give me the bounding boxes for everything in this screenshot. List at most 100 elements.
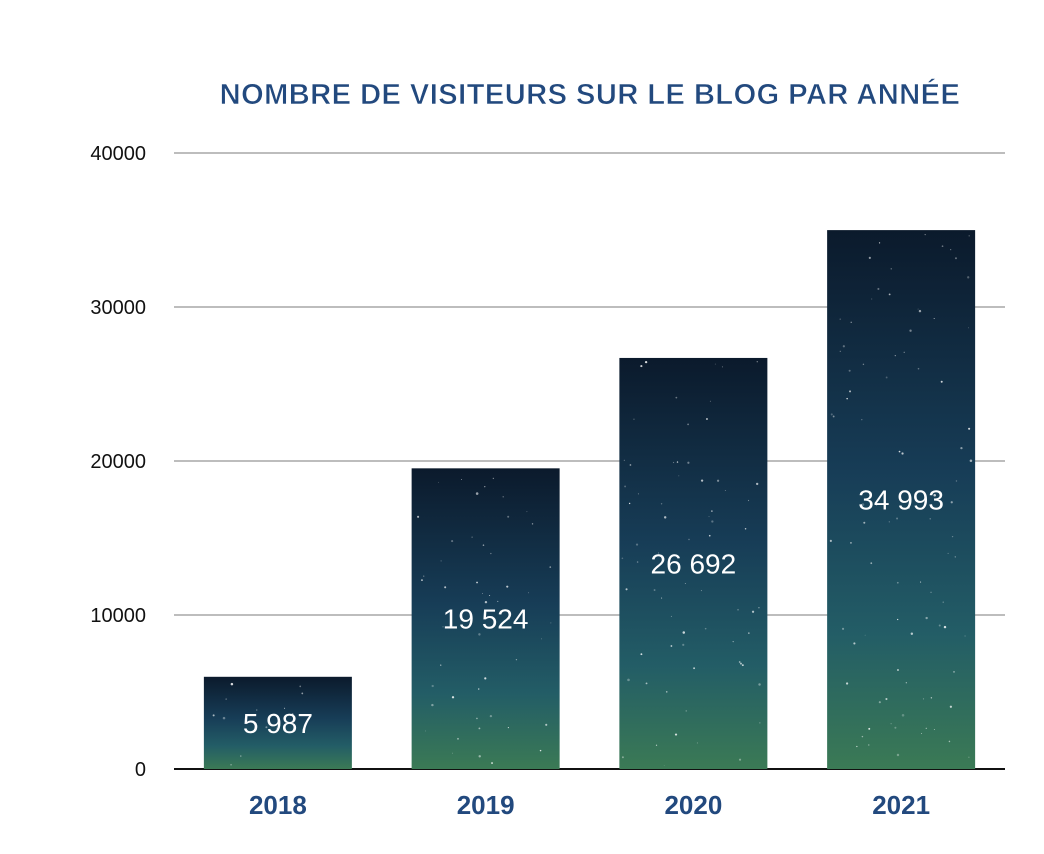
bar-star-decoration [640,653,643,656]
bar-star-decoration [678,475,680,477]
bar-star-decoration [674,733,678,736]
bar-star-decoration [968,235,970,237]
bar-star-decoration [655,744,658,746]
bar-star-decoration [930,697,933,699]
bar-star-decoration [864,634,866,636]
bar-star-decoration [431,703,434,707]
x-tick-label-2018: 2018 [249,790,307,820]
bar-star-decoration [897,669,899,671]
bar-star-decoration [967,276,970,279]
bar-star-decoration [758,683,761,686]
bar-star-decoration [696,742,698,744]
bar-star-decoration [265,726,268,729]
bar-star-decoration [276,727,278,729]
bar-star-decoration [230,763,232,766]
bar-2019 [411,468,560,769]
bar-star-decoration [506,585,509,588]
bar-star-decoration [738,758,742,761]
bar-star-decoration [549,566,552,568]
bar-star-decoration [738,661,741,663]
bar-star-decoration [636,561,639,563]
bar-star-decoration [222,716,226,720]
bar-star-decoration [444,586,447,589]
bar-star-decoration [497,600,499,602]
bar-star-decoration [645,682,648,685]
bar-star-decoration [711,520,714,523]
bar-star-decoration [550,622,552,624]
bar-star-decoration [484,486,486,488]
bar-star-decoration [629,464,632,466]
bar-star-decoration [830,413,833,416]
bar-star-decoration [925,727,927,729]
bar-star-decoration [758,607,760,609]
bar-star-decoration [933,317,935,319]
bar-star-decoration [478,633,481,636]
bar-star-decoration [682,643,685,646]
bar-star-decoration [657,552,659,554]
bar-star-decoration [212,714,215,717]
bar-star-decoration [471,536,473,538]
bar-star-decoration [230,682,234,686]
bar-star-decoration [870,562,873,565]
bar-star-decoration [890,723,892,725]
bar-star-decoration [507,726,510,729]
bar-star-decoration [950,501,953,504]
bar-star-decoration [451,696,455,699]
bar-star-decoration [920,581,922,583]
bar-star-decoration [484,677,487,680]
bar-star-decoration [621,756,624,759]
bar-star-decoration [741,664,744,667]
bar-star-decoration [829,539,832,542]
bar-star-decoration [461,478,463,480]
bar [827,230,976,770]
bar-star-decoration [633,418,635,420]
data-label-2021: 34 993 [858,485,944,516]
bar-star-decoration [867,744,870,746]
y-tick-label: 10000 [90,605,146,627]
bar-star-decoration [625,588,628,591]
bar-star-decoration [953,671,955,673]
bar-star-decoration [621,557,624,560]
bar-star-decoration [440,664,442,666]
bar-star-decoration [751,610,755,613]
bar-star-decoration [839,318,841,320]
bar-star-decoration [909,329,912,332]
bar-star-decoration [942,601,944,603]
x-tick-label-2019: 2019 [457,790,515,820]
bar-star-decoration [969,459,973,462]
data-label-2019: 19 524 [443,604,529,635]
bars [203,230,976,770]
bar-star-decoration [850,321,852,323]
bar-star-decoration [748,632,750,634]
bar-star-decoration [853,642,856,645]
bar-star-decoration [888,521,890,523]
chart-title: NOMBRE DE VISITEURS SUR LE BLOG PAR ANNÉ… [220,77,961,111]
bar-star-decoration [289,714,292,716]
bar-star-decoration [721,366,723,368]
bar-star-decoration [417,515,420,518]
bar-star-decoration [644,360,648,364]
bar-star-decoration [452,752,453,754]
bar-star-decoration [476,581,478,584]
bar-star-decoration [709,400,711,402]
bar-star-decoration [832,415,835,418]
bar-star-decoration [700,590,702,592]
bar-star-decoration [655,571,658,574]
bar-star-decoration [627,678,630,682]
bar-star-decoration [661,597,663,599]
bar-star-decoration [708,534,711,537]
bar-star-decoration [894,355,896,357]
x-tick-label-2020: 2020 [664,790,722,820]
bar-star-decoration [897,618,899,621]
bar-star-decoration [507,617,510,620]
bar-star-decoration [711,510,713,512]
bar-star-decoration [905,682,907,684]
bar-star-decoration [489,714,493,718]
bar-star-decoration [682,631,686,634]
bar-star-decoration [850,541,852,544]
bar-star-decoration [941,245,944,248]
bar-star-decoration [861,419,863,421]
bar-star-decoration [507,515,510,518]
bar-star-decoration [502,496,504,498]
